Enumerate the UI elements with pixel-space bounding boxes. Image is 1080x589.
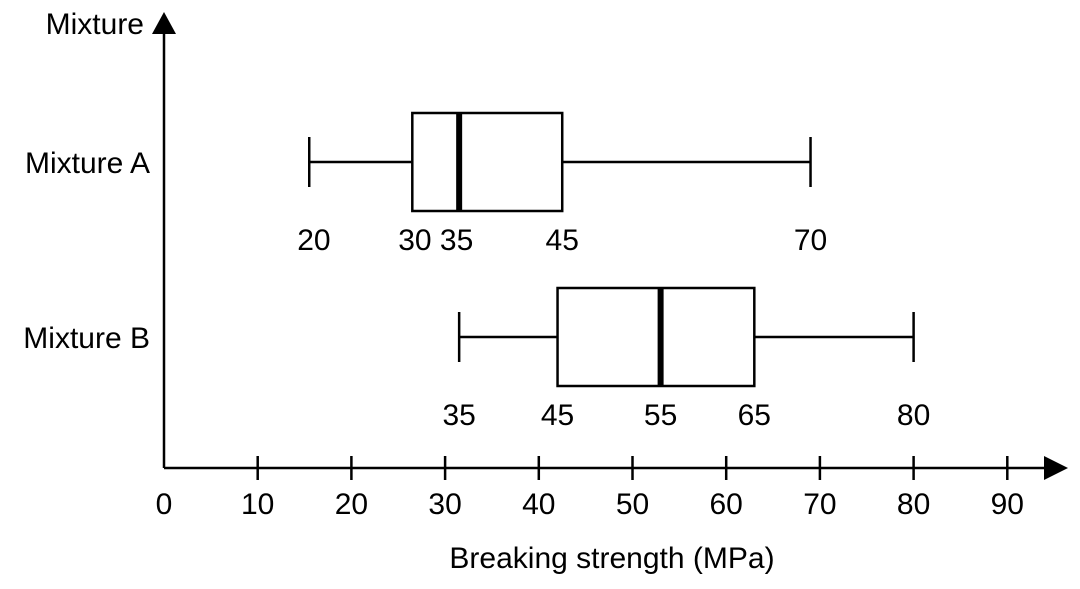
x-tick-label: 0 <box>156 488 173 521</box>
value-label: 65 <box>738 399 771 432</box>
x-axis-ticks: 0 10 20 30 40 50 60 70 80 90 <box>156 456 1024 521</box>
value-label: 45 <box>541 399 574 432</box>
x-tick-label: 50 <box>616 488 649 521</box>
x-tick-label: 10 <box>241 488 274 521</box>
category-label: Mixture A <box>25 147 150 180</box>
value-label: 20 <box>297 224 330 257</box>
interquartile-box <box>556 286 756 388</box>
y-axis-title: Mixture <box>46 8 144 41</box>
x-axis-title: Breaking strength (MPa) <box>449 542 774 575</box>
x-tick-label: 60 <box>710 488 743 521</box>
value-label: 35 <box>442 399 475 432</box>
x-tick-label: 30 <box>428 488 461 521</box>
category-label: Mixture B <box>23 322 150 355</box>
x-tick-label: 40 <box>522 488 555 521</box>
interquartile-box <box>411 111 564 213</box>
x-tick-label: 80 <box>897 488 930 521</box>
value-label: 55 <box>644 399 677 432</box>
box-plots: Mixture A 20 30 35 45 70 Mixture B 35 45 55 65 80 <box>23 111 930 432</box>
value-label: 80 <box>897 399 930 432</box>
value-label: 45 <box>546 224 579 257</box>
x-axis-arrow-icon <box>1044 456 1068 480</box>
x-tick-label: 20 <box>335 488 368 521</box>
box-plot-mixture-b: Mixture B 35 45 55 65 80 <box>23 286 930 432</box>
x-tick-label: 70 <box>803 488 836 521</box>
axes: Mixture Breaking strength (MPa) <box>46 8 1068 575</box>
value-label: 30 35 <box>398 224 473 257</box>
y-axis-arrow-icon <box>152 12 176 34</box>
box-plot-mixture-a: Mixture A 20 30 35 45 70 <box>25 111 827 257</box>
value-label: 70 <box>794 224 827 257</box>
x-tick-label: 90 <box>991 488 1024 521</box>
